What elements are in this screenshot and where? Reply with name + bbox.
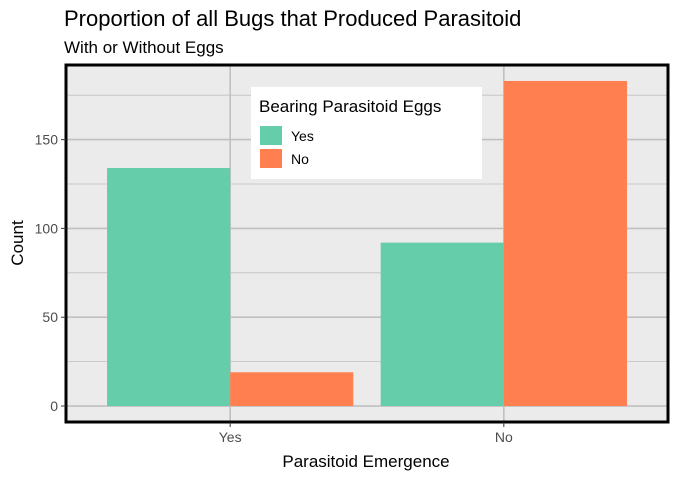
- y-tick-label: 150: [35, 132, 59, 148]
- legend-key-yes: [260, 126, 282, 145]
- x-axis-title: Parasitoid Emergence: [282, 452, 449, 471]
- bar-yes-yes: [107, 168, 231, 407]
- legend-key-no: [260, 149, 282, 168]
- y-tick-label: 100: [35, 220, 59, 236]
- y-axis-ticks: 0 50 100 150: [35, 132, 66, 414]
- x-axis-ticks: Yes No: [219, 422, 513, 445]
- x-tick-label: No: [495, 429, 513, 445]
- chart-title: Proportion of all Bugs that Produced Par…: [64, 6, 521, 31]
- legend-label-yes: Yes: [291, 128, 314, 144]
- chart-subtitle: With or Without Eggs: [64, 38, 224, 57]
- legend: Bearing Parasitoid Eggs Yes No: [251, 87, 482, 179]
- bar-no-yes: [380, 242, 504, 407]
- y-tick-label: 0: [50, 398, 58, 414]
- x-tick-label: Yes: [219, 429, 242, 445]
- legend-box: [251, 87, 482, 179]
- legend-title: Bearing Parasitoid Eggs: [259, 97, 441, 116]
- y-tick-label: 50: [42, 309, 58, 325]
- y-axis-title: Count: [8, 220, 27, 266]
- legend-label-no: No: [291, 151, 309, 167]
- bar-no-no: [503, 80, 627, 407]
- plot-border: [64, 63, 670, 424]
- bar-yes-no: [230, 372, 354, 407]
- bars: [107, 80, 627, 407]
